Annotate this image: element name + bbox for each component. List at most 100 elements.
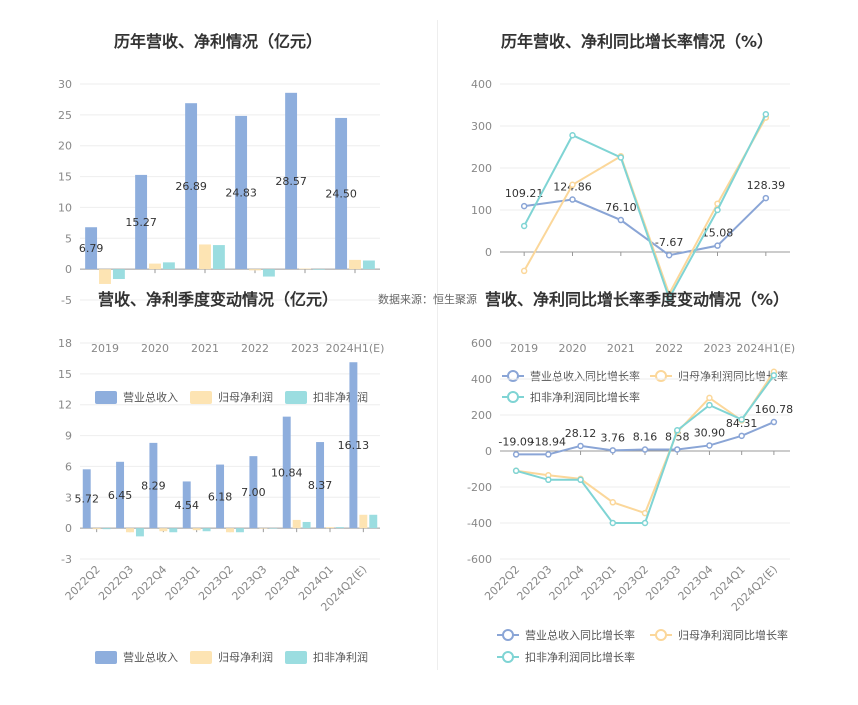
y-tick-label: -200 bbox=[467, 481, 492, 494]
legend-label: 归母净利润 bbox=[218, 650, 273, 664]
data-point bbox=[770, 372, 778, 379]
x-tick-label: 2024H1(E) bbox=[326, 342, 385, 355]
data-point bbox=[577, 442, 584, 450]
x-tick-label: 2023Q1 bbox=[163, 563, 203, 603]
annual-revenue-profit-chart: 历年营收、净利情况（亿元） -5 0 5 10 15 20 25 30 2019 2020 2021 2… bbox=[58, 32, 385, 404]
data-point bbox=[762, 194, 770, 202]
data-label: 5.72 bbox=[74, 493, 99, 506]
data-label: 6.45 bbox=[108, 489, 133, 502]
y-tick-label: 9 bbox=[65, 430, 72, 443]
bar bbox=[292, 519, 301, 529]
y-tick-label: -5 bbox=[61, 294, 72, 307]
data-label: 15.08 bbox=[702, 227, 734, 240]
bar bbox=[116, 461, 125, 529]
chart-title: 历年营收、净利同比增长率情况（%） bbox=[501, 32, 773, 51]
x-tick-label: 2020 bbox=[141, 342, 169, 355]
data-point bbox=[673, 427, 681, 434]
bar bbox=[135, 174, 148, 270]
y-tick-label: 0 bbox=[485, 246, 492, 259]
bar bbox=[99, 269, 111, 284]
x-tick-label: 2019 bbox=[510, 342, 538, 355]
data-point bbox=[714, 206, 721, 214]
series-line bbox=[523, 113, 767, 301]
data-label: 8.58 bbox=[665, 430, 690, 443]
data-point bbox=[762, 110, 770, 118]
y-tick-label: 12 bbox=[58, 399, 72, 412]
legend-swatch-marker bbox=[502, 651, 514, 663]
bar bbox=[369, 514, 378, 529]
quarterly-growth-rate-chart: 营收、净利同比增长率季度变动情况（%） -600 -400 -200 0 200 400 60… bbox=[467, 290, 794, 664]
y-tick-label: 0 bbox=[65, 522, 72, 535]
data-label: 30.90 bbox=[694, 426, 726, 439]
data-point bbox=[665, 294, 673, 302]
data-label: 6.79 bbox=[79, 242, 104, 255]
data-point bbox=[520, 202, 528, 210]
x-tick-label: 2022Q4 bbox=[129, 563, 169, 603]
data-point bbox=[520, 267, 528, 275]
x-tick-label: 2022Q3 bbox=[96, 563, 136, 603]
x-tick-label: 2023 bbox=[291, 342, 319, 355]
bar bbox=[185, 103, 198, 270]
y-tick-label: 600 bbox=[471, 337, 492, 350]
data-point bbox=[577, 476, 584, 484]
data-label: 8.37 bbox=[308, 479, 333, 492]
x-tick-label: 2021 bbox=[607, 342, 635, 355]
legend-swatch bbox=[285, 651, 307, 664]
data-point bbox=[665, 251, 673, 259]
data-point bbox=[609, 447, 617, 454]
bar bbox=[235, 115, 248, 270]
y-tick-label: -600 bbox=[467, 553, 492, 566]
bar bbox=[316, 442, 325, 529]
y-tick-label: 30 bbox=[58, 78, 72, 91]
x-tick-label: 2021 bbox=[191, 342, 219, 355]
x-tick-label: 2023Q2 bbox=[196, 563, 236, 603]
data-label: -18.94 bbox=[531, 435, 566, 448]
data-label: -19.09 bbox=[498, 435, 533, 448]
data-label: 15.27 bbox=[125, 216, 157, 229]
data-label: 24.50 bbox=[325, 188, 357, 201]
bar bbox=[262, 269, 275, 277]
bar bbox=[162, 262, 175, 270]
bar bbox=[92, 528, 101, 530]
legend-swatch bbox=[190, 391, 212, 404]
data-label: 128.39 bbox=[747, 179, 786, 192]
bar bbox=[326, 527, 334, 529]
y-tick-label: 10 bbox=[58, 201, 72, 214]
data-label: 28.12 bbox=[565, 427, 597, 440]
data-label: 3.76 bbox=[601, 431, 626, 444]
y-tick-label: 6 bbox=[65, 460, 72, 473]
bar bbox=[299, 268, 311, 270]
bar bbox=[259, 528, 268, 529]
y-tick-label: 15 bbox=[58, 368, 72, 381]
bar bbox=[335, 527, 344, 529]
bar bbox=[302, 521, 311, 529]
y-tick-label: 18 bbox=[58, 337, 72, 350]
data-point bbox=[617, 154, 625, 161]
data-label: 6.18 bbox=[208, 490, 233, 503]
legend-swatch-marker bbox=[507, 391, 519, 403]
legend-label: 归母净利润同比增长率 bbox=[678, 628, 788, 642]
quarterly-revenue-profit-chart: 营收、净利季度变动情况（亿元）-303691215182022Q22022Q32… bbox=[58, 290, 380, 664]
bar bbox=[192, 528, 201, 531]
data-label: 8.29 bbox=[141, 480, 166, 493]
bar bbox=[282, 416, 291, 529]
x-tick-label: 2022 bbox=[655, 342, 683, 355]
y-tick-label: 0 bbox=[65, 263, 72, 276]
bar bbox=[362, 260, 375, 270]
legend-swatch-marker bbox=[502, 629, 514, 641]
y-tick-label: 25 bbox=[58, 109, 72, 122]
bar bbox=[199, 244, 211, 270]
legend-label: 营业总收入同比增长率 bbox=[525, 628, 635, 642]
data-label: 160.78 bbox=[755, 403, 794, 416]
bar bbox=[102, 528, 111, 530]
x-tick-label: 2022 bbox=[241, 342, 269, 355]
x-tick-label: 2023Q4 bbox=[263, 563, 303, 603]
data-point bbox=[512, 467, 520, 475]
data-label: 7.00 bbox=[241, 486, 266, 499]
bar bbox=[212, 245, 225, 270]
data-point bbox=[545, 476, 552, 484]
legend-swatch-marker bbox=[655, 629, 667, 641]
data-point bbox=[569, 131, 576, 139]
bar bbox=[112, 269, 125, 280]
x-tick-label: 2023 bbox=[704, 342, 732, 355]
